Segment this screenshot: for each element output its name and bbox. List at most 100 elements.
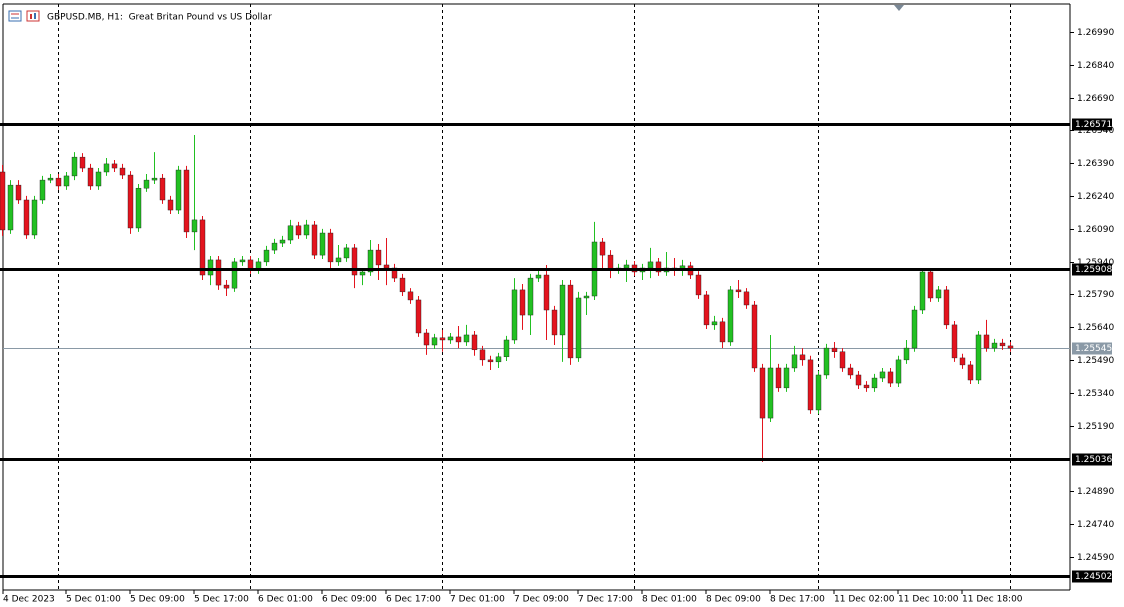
level-label-box [1072,263,1112,276]
candle-body [815,374,822,411]
candle-body [439,337,446,341]
candle-body [919,271,926,311]
current-price-box [1072,342,1112,355]
candle-body [271,242,278,251]
candle-body [599,241,606,256]
candle-body [295,225,302,236]
candle-body [231,261,238,289]
candle-body [63,175,70,187]
candle-body [487,359,494,363]
candle-body [791,354,798,369]
candle-body [367,249,374,273]
candle-body [191,219,198,233]
candle-body [0,171,6,231]
x-tick-label: 11 Dec 10:00 [898,595,959,605]
candle-body [831,347,838,352]
candle-body [767,367,774,419]
x-tick-label: 6 Dec 17:00 [386,595,441,605]
y-tick-label: 1.25340 [1077,389,1114,399]
candle-body [31,199,38,236]
candle-body [135,187,142,229]
x-tick-label: 8 Dec 17:00 [770,595,825,605]
y-tick-label: 1.25190 [1077,422,1114,432]
candle-body [823,347,830,376]
x-tick-label: 5 Dec 09:00 [130,595,185,605]
candle-body [711,321,718,326]
level-label-box [1072,453,1112,466]
candle-body [15,184,22,201]
candle-body [175,169,182,211]
candle-body [167,199,174,211]
candle-body [207,259,214,276]
plot-layer: 1.26990 1.26840 1.26690 1.26540 1.26390 1.262… [0,4,1114,605]
candle-body [7,184,14,231]
candle-body [287,225,294,241]
candle-body [655,261,662,273]
candle-body [847,367,854,376]
icon-list[interactable] [8,10,22,22]
candle-body [87,167,94,187]
icon-chart[interactable] [26,10,40,22]
candle-body [975,334,982,381]
candle-body [647,261,654,269]
candle-body [535,274,542,279]
level-label-box [1072,570,1112,583]
candle-body [887,371,894,384]
candle-body [415,299,422,334]
candle-body [935,289,942,299]
shift-marker[interactable] [894,5,904,11]
candle-body [399,277,406,293]
candle-body [751,304,758,369]
icon-bar [34,13,36,19]
candle-body [863,384,870,389]
y-tick-label: 1.26540 [1077,126,1114,136]
x-tick-label: 5 Dec 01:00 [66,595,121,605]
candle-body [543,274,550,311]
candle-body [623,264,630,269]
candle-body [471,334,478,351]
icon-bar [30,14,32,19]
x-tick-label: 11 Dec 02:00 [834,595,895,605]
y-tick-label: 1.26990 [1077,28,1114,38]
candle-body [455,336,462,343]
candle-body [967,364,974,381]
candle-body [151,177,158,181]
candle-body [127,174,134,229]
candle-body [775,367,782,389]
candle-body [303,224,310,236]
candle-body [575,297,582,359]
y-tick-label: 1.26090 [1077,225,1114,235]
candle-body [551,309,558,336]
candle-body [39,179,46,201]
candle-body [47,177,54,181]
candle-body [895,359,902,384]
candle-body [223,284,230,289]
candle-body [807,359,814,411]
candle-body [111,163,118,169]
y-tick-label: 1.25940 [1077,258,1114,268]
candle-body [1007,345,1014,349]
candle-body [503,339,510,358]
x-tick-label: 6 Dec 09:00 [322,595,377,605]
candle-body [463,334,470,343]
candle-body [727,289,734,343]
candle-body [855,374,862,386]
candle-body [943,289,950,326]
x-tick-label: 7 Dec 01:00 [450,595,505,605]
candle-body [183,169,190,233]
level-label: 1.25036 [1075,455,1112,465]
candle-body [335,257,342,263]
candle-body [95,171,102,187]
candle-body [583,295,590,299]
candle-body [359,271,366,276]
candle-body [159,177,166,201]
y-tick-label: 1.26390 [1077,159,1114,169]
x-tick-label: 8 Dec 09:00 [706,595,761,605]
candle-body [343,247,350,259]
level-label: 1.24502 [1075,572,1112,582]
candle-body [527,277,534,316]
candle-body [263,249,270,263]
x-tick-label: 7 Dec 17:00 [578,595,633,605]
candle-body [839,351,846,369]
